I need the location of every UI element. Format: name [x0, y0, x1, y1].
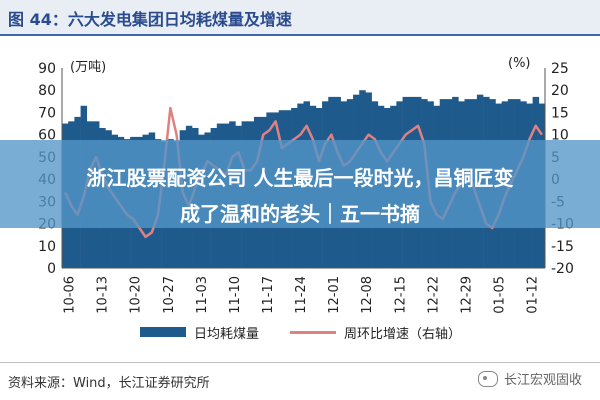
- brand-name: 长江宏观固收: [503, 373, 582, 388]
- banner-line-1: 浙江股票配资公司 人生最后一段时光，昌铜匠变: [86, 166, 514, 190]
- x-tick-label: 12-01: [327, 276, 342, 314]
- figure-title: 图 44：六大发电集团日均耗煤量及增速: [8, 10, 292, 29]
- header-divider: [0, 34, 600, 36]
- left-tick-label: 80: [38, 83, 56, 99]
- right-axis-unit: (%): [508, 56, 531, 71]
- chart-legend: 日均耗煤量 周环比增速（右轴）: [120, 322, 520, 342]
- right-tick-label: -20: [551, 261, 574, 277]
- brand-watermark: 长江宏观固收: [477, 369, 582, 388]
- x-tick-label: 10-27: [162, 276, 177, 314]
- right-tick-label: 20: [551, 83, 569, 99]
- footer-divider: [0, 362, 600, 363]
- x-tick-label: 10-06: [63, 276, 78, 314]
- x-tick-label: 11-10: [228, 276, 243, 314]
- article-banner[interactable]: 浙江股票配资公司 人生最后一段时光，昌铜匠变 成了温和的老头｜五一书摘: [0, 140, 600, 228]
- left-tick-label: 10: [38, 239, 56, 255]
- x-tick-label: 01-12: [526, 276, 541, 314]
- legend-line-swatch: [290, 330, 336, 334]
- left-tick-label: 70: [38, 105, 56, 121]
- x-tick-label: 12-22: [426, 276, 441, 314]
- left-tick-label: 0: [47, 261, 56, 277]
- legend-bar-swatch: [140, 327, 186, 337]
- legend-item-line: 周环比增速（右轴）: [290, 322, 461, 342]
- legend-line-label: 周环比增速（右轴）: [344, 326, 462, 342]
- right-tick-label: -15: [551, 239, 574, 255]
- x-tick-label: 10-20: [129, 276, 144, 314]
- x-tick-label: 01-05: [493, 276, 508, 314]
- figure-header: 图 44：六大发电集团日均耗煤量及增速: [0, 0, 600, 34]
- left-tick-label: 90: [38, 61, 56, 77]
- wechat-icon: [477, 370, 498, 387]
- right-tick-label: 15: [551, 105, 569, 121]
- legend-bar-label: 日均耗煤量: [194, 326, 260, 342]
- left-axis-unit: (万吨): [70, 60, 107, 75]
- source-note: 资料来源：Wind，长江证券研究所: [8, 376, 210, 391]
- left-tick-label: 60: [38, 128, 56, 144]
- x-tick-label: 11-17: [261, 276, 276, 314]
- legend-item-bars: 日均耗煤量: [140, 322, 259, 342]
- right-tick-label: 10: [551, 128, 569, 144]
- x-tick-label: 12-29: [459, 276, 474, 314]
- x-tick-label: 10-13: [96, 276, 111, 314]
- banner-line-2: 成了温和的老头｜五一书摘: [180, 202, 420, 226]
- x-tick-label: 12-08: [360, 276, 375, 314]
- x-tick-label: 11-24: [294, 276, 309, 314]
- right-tick-label: 25: [551, 61, 569, 77]
- x-tick-label: 11-03: [195, 276, 210, 314]
- x-tick-label: 12-15: [393, 276, 408, 314]
